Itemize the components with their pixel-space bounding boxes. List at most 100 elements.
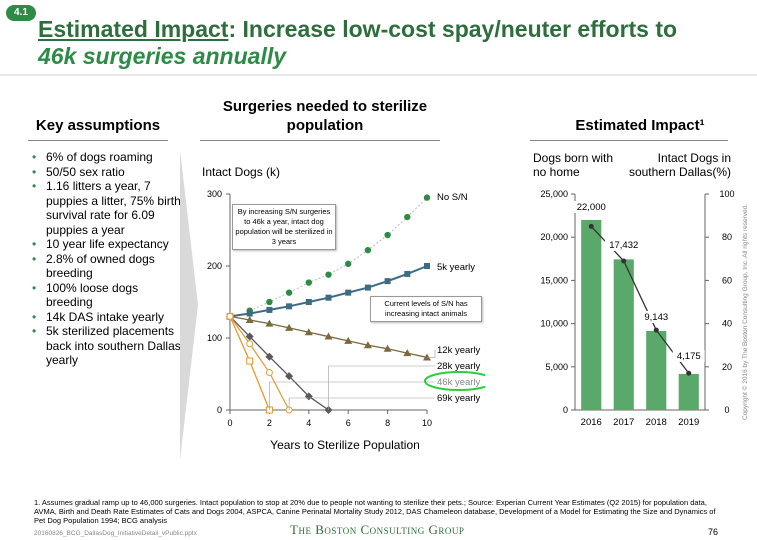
data-point xyxy=(246,340,254,348)
series-line xyxy=(229,316,290,411)
data-point xyxy=(265,319,274,327)
value-label-bg xyxy=(572,201,611,213)
data-point xyxy=(384,231,391,239)
line-chart-heading: Surgeries needed to sterilize population xyxy=(222,98,428,134)
left-tick-label: 5,000 xyxy=(545,362,568,372)
annotation-46k: By increasing S/N surgeries to 46k a yea… xyxy=(232,204,336,250)
assumptions-heading: Key assumptions xyxy=(35,117,161,134)
left-tick-label: 15,000 xyxy=(540,275,568,285)
data-point xyxy=(345,260,352,268)
y-tick-label: 300 xyxy=(207,189,222,199)
value-label: 22,000 xyxy=(577,202,606,213)
bar-chart-right-label: Intact Dogs in southern Dallas(%) xyxy=(628,151,731,179)
data-point xyxy=(266,306,273,313)
title-rest: : Increase low-cost spay/neuter efforts … xyxy=(228,16,678,42)
value-label: 17,432 xyxy=(609,240,638,251)
assumption-item: • 50/50 sex ratio xyxy=(32,164,125,179)
data-point xyxy=(245,316,254,323)
assumptions-heading-rule xyxy=(28,140,168,141)
section-badge: 4.1 xyxy=(6,5,36,21)
data-point xyxy=(383,344,392,352)
file-name: 20160826_BCG_DallasDog_InitiativeDetail_… xyxy=(34,530,197,537)
bar-chart: 0 5,000 10,000 15,000 20,000 25,000 0 20 40 60 80 1… xyxy=(540,189,734,428)
data-point xyxy=(325,271,332,278)
data-point xyxy=(325,294,332,301)
highlight-ellipse xyxy=(424,371,485,391)
data-point xyxy=(285,323,294,331)
line-chart-heading-rule xyxy=(200,140,440,141)
x-tick-label: 8 xyxy=(385,418,390,428)
data-point xyxy=(304,328,313,336)
footnote: 1. Assumes gradual ramp up to 46,000 sur… xyxy=(34,498,716,525)
series-label: 46k yearly xyxy=(437,377,481,388)
right-tick-label: 0 xyxy=(724,405,729,415)
leader-line xyxy=(269,381,435,410)
value-label-bg xyxy=(672,350,705,362)
data-point xyxy=(245,332,254,341)
page-number: 76 xyxy=(708,527,719,537)
series-label: 28k yearly xyxy=(437,361,481,372)
left-tick-label: 25,000 xyxy=(540,189,568,199)
x-tick-label: 0 xyxy=(227,418,232,428)
title-underlined: Estimated Impact xyxy=(38,16,229,42)
title-divider xyxy=(0,74,757,76)
data-point xyxy=(305,299,312,305)
data-point xyxy=(285,372,294,381)
data-point xyxy=(265,369,273,377)
annotation-current-levels: Current levels of S/N has increasing int… xyxy=(370,296,482,322)
category-label: 2017 xyxy=(613,417,634,428)
data-point xyxy=(423,353,431,361)
bar-chart-heading: Estimated Impact¹ xyxy=(575,117,705,134)
right-tick-label: 60 xyxy=(722,275,732,285)
assumption-item: • 5k sterilized placements back into sout… xyxy=(32,324,181,367)
data-point xyxy=(363,341,372,349)
series-label: 5k yearly xyxy=(437,262,475,273)
right-tick-label: 40 xyxy=(722,319,732,329)
assumption-item: • 1.16 litters a year, 7 puppies a litter… xyxy=(32,179,181,237)
data-point xyxy=(404,213,411,221)
left-tick-label: 0 xyxy=(563,405,568,415)
intact-pct-point xyxy=(686,370,692,376)
y-tick-label: 200 xyxy=(207,261,222,271)
category-label: 2018 xyxy=(646,417,667,428)
right-tick-label: 80 xyxy=(722,232,732,242)
x-tick-label: 6 xyxy=(346,418,351,428)
left-tick-label: 20,000 xyxy=(540,232,568,242)
value-label-bg xyxy=(604,239,643,251)
assumption-item: • 10 year life expectancy xyxy=(32,237,169,251)
left-tick-label: 10,000 xyxy=(540,319,568,329)
assumption-item: • 6% of dogs roaming xyxy=(32,150,153,164)
data-point xyxy=(324,332,333,340)
assumptions-list: • 6% of dogs roaming • 50/50 sex ratio • 1.… xyxy=(32,150,182,368)
data-point xyxy=(266,298,273,306)
line-chart: 0 100 200 300 0 2 4 6 8 10 No S/N 5k yearly 12k year… xyxy=(207,189,485,428)
bar xyxy=(613,259,634,410)
data-point xyxy=(305,279,312,286)
right-tick-label: 20 xyxy=(722,362,732,372)
line-chart-xlabel: Years to Sterilize Population xyxy=(270,438,420,452)
leader-line xyxy=(328,365,435,410)
line-chart-ylabel: Intact Dogs (k) xyxy=(202,165,281,179)
value-label: 4,175 xyxy=(677,351,701,362)
data-point xyxy=(345,289,352,296)
intact-pct-point xyxy=(621,258,627,264)
data-point xyxy=(423,194,431,201)
leader-line xyxy=(288,397,435,410)
bcg-logo: The Boston Consulting Group xyxy=(290,522,465,537)
bar xyxy=(678,373,699,410)
bar xyxy=(646,331,667,410)
leader-line xyxy=(427,350,436,358)
category-label: 2019 xyxy=(678,417,699,428)
right-tick-label: 100 xyxy=(719,189,734,199)
y-tick-label: 0 xyxy=(217,405,222,415)
series-label: No S/N xyxy=(437,192,468,203)
data-point xyxy=(285,289,293,296)
data-point xyxy=(364,284,371,291)
data-point xyxy=(265,352,274,361)
x-tick-label: 4 xyxy=(306,418,311,428)
assumption-item: • 14k DAS intake yearly xyxy=(32,309,165,324)
data-point xyxy=(404,270,411,277)
bar-chart-left-label: Dogs born with no home xyxy=(533,151,614,179)
intact-pct-point xyxy=(653,327,659,333)
data-point xyxy=(226,312,234,320)
